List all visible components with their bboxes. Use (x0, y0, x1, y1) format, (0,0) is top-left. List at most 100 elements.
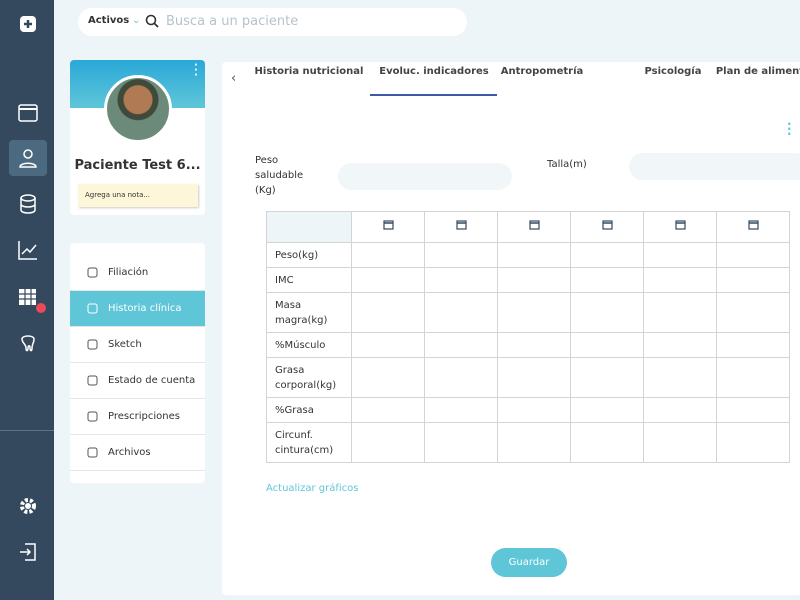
menu-item[interactable]: Filiación (70, 255, 205, 291)
input-cell[interactable] (716, 357, 790, 398)
healthy-weight-label: Peso saludable (Kg) (255, 155, 304, 196)
patient-card: · · · Paciente Test 6... Agrega una nota..… (70, 60, 205, 215)
save-button[interactable]: Guardar (491, 548, 567, 577)
table-icon[interactable] (17, 286, 39, 308)
input-cell[interactable] (424, 357, 498, 398)
input-cell[interactable] (497, 422, 571, 463)
input-cell[interactable] (570, 267, 644, 293)
header-row (266, 211, 790, 243)
menu-item[interactable]: Prescripciones (70, 399, 205, 435)
input-cell[interactable] (351, 397, 425, 423)
tabs: Historia nutricional Evoluc. indicadores A… (222, 0, 800, 100)
tab-back[interactable]: ‹ (231, 71, 237, 86)
table-row: %Músculo (266, 332, 790, 358)
tab[interactable]: Antropometría (500, 66, 584, 77)
calendar-icon[interactable] (455, 219, 467, 230)
tooth-icon[interactable] (17, 332, 39, 354)
input-cell[interactable] (716, 422, 790, 463)
menu-item[interactable]: Sketch (70, 327, 205, 363)
chart-icon[interactable] (17, 239, 39, 261)
healthy-weight-input[interactable] (338, 163, 512, 190)
input-cell[interactable] (497, 357, 571, 398)
input-cell[interactable] (570, 292, 644, 333)
input-cell[interactable] (351, 332, 425, 358)
calendar-icon[interactable] (17, 101, 39, 123)
calendar-icon[interactable] (601, 219, 613, 230)
input-cell[interactable] (497, 267, 571, 293)
logout-icon[interactable] (17, 541, 39, 563)
table-row: Grasa corporal(kg) (266, 357, 790, 398)
calendar-icon[interactable] (674, 219, 686, 230)
input-cell[interactable] (570, 332, 644, 358)
indicators-table: Peso(kg) IMC Masa magra(kg) %Músculo Grasa c… (266, 211, 790, 463)
date-header-cell[interactable] (351, 211, 425, 243)
date-header-cell[interactable] (570, 211, 644, 243)
date-header-cell[interactable] (643, 211, 717, 243)
input-cell[interactable] (716, 292, 790, 333)
card-menu[interactable]: · · · (194, 60, 198, 81)
tab[interactable]: Evoluc. indicadores (379, 66, 489, 77)
input-cell[interactable] (351, 242, 425, 268)
input-cell[interactable] (716, 267, 790, 293)
input-cell[interactable] (570, 422, 644, 463)
input-cell[interactable] (424, 397, 498, 423)
input-cell[interactable] (497, 332, 571, 358)
input-cell[interactable] (570, 357, 644, 398)
input-cell[interactable] (497, 397, 571, 423)
input-cell[interactable] (351, 292, 425, 333)
input-cell[interactable] (716, 397, 790, 423)
input-cell[interactable] (716, 332, 790, 358)
input-cell[interactable] (351, 422, 425, 463)
date-header-cell[interactable] (716, 211, 790, 243)
filter[interactable]: Activos (88, 15, 130, 26)
input-cell[interactable] (424, 422, 498, 463)
row-label: Peso(kg) (266, 242, 352, 268)
row-label: %Grasa (266, 397, 352, 423)
input-cell[interactable] (716, 242, 790, 268)
menu-item[interactable]: Historia clínica (70, 291, 205, 327)
input-cell[interactable] (424, 242, 498, 268)
input-cell[interactable] (643, 242, 717, 268)
row-label: IMC (266, 267, 352, 293)
input-cell[interactable] (351, 357, 425, 398)
search-placeholder[interactable]: Busca a un paciente (166, 14, 299, 29)
panel-menu[interactable]: · · · (787, 117, 792, 141)
input-cell[interactable] (351, 267, 425, 293)
calendar-icon[interactable] (528, 219, 540, 230)
settings-icon[interactable] (17, 495, 39, 517)
input-cell[interactable] (643, 397, 717, 423)
input-cell[interactable] (497, 292, 571, 333)
input-cell[interactable] (643, 357, 717, 398)
menu-icon (87, 303, 98, 314)
update-link[interactable]: Actualizar gráficos (266, 483, 359, 494)
tab[interactable]: Historia nutricional (254, 66, 364, 77)
note[interactable]: Agrega una nota... (78, 184, 198, 207)
tab[interactable]: Plan de alimentación (715, 66, 800, 77)
tab[interactable]: Psicología (644, 66, 702, 77)
input-cell[interactable] (570, 397, 644, 423)
input-cell[interactable] (570, 242, 644, 268)
input-cell[interactable] (497, 242, 571, 268)
menu-item[interactable]: Archivos (70, 435, 205, 471)
calendar-icon[interactable] (382, 219, 394, 230)
logo[interactable] (17, 13, 39, 35)
input-cell[interactable] (643, 332, 717, 358)
date-header-cell[interactable] (424, 211, 498, 243)
input-cell[interactable] (643, 267, 717, 293)
input-cell[interactable] (424, 292, 498, 333)
height-input[interactable] (629, 153, 800, 180)
database-icon[interactable] (17, 193, 39, 215)
input-cell[interactable] (643, 292, 717, 333)
row-label: Grasa corporal(kg) (266, 357, 352, 398)
input-cell[interactable] (424, 267, 498, 293)
patient-menu: Filiación Historia clínica Sketch Estado de… (70, 243, 205, 483)
search-bar[interactable]: Activos ⌄ Busca a un paciente (78, 8, 467, 36)
menu-item[interactable]: Estado de cuenta (70, 363, 205, 399)
input-cell[interactable] (424, 332, 498, 358)
date-header-cell[interactable] (497, 211, 571, 243)
input-cell[interactable] (643, 422, 717, 463)
calendar-icon[interactable] (747, 219, 759, 230)
patients-icon[interactable] (17, 147, 39, 169)
dropdown-caret[interactable]: ⌄ (132, 15, 141, 26)
